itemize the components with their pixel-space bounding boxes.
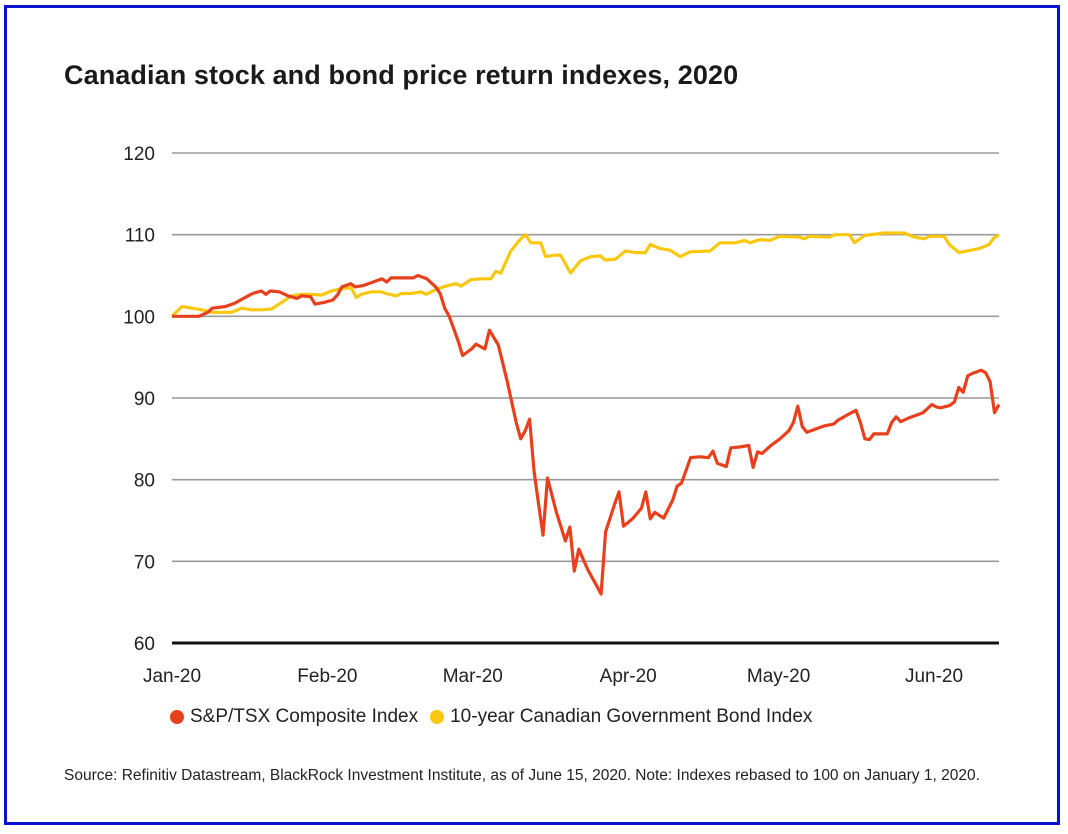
y-tick-label: 70	[134, 552, 155, 573]
legend-item-tsx: S&P/TSX Composite Index	[170, 706, 418, 728]
y-tick-label: 80	[134, 471, 155, 492]
chart-frame	[4, 5, 1060, 825]
x-axis-ticks: Jan-20 Feb-20 Mar-20 Apr-20 May-20 Jun-20	[143, 666, 963, 687]
legend-label: 10-year Canadian Government Bond Index	[450, 706, 813, 727]
source-note: Source: Refinitiv Datastream, BlackRock …	[64, 767, 980, 784]
x-tick-label: Mar-20	[443, 666, 503, 687]
legend-item-bond: 10-year Canadian Government Bond Index	[430, 706, 812, 728]
legend-label: S&P/TSX Composite Index	[190, 706, 419, 727]
x-tick-label: May-20	[747, 666, 810, 687]
series-lines	[170, 231, 1001, 596]
y-tick-label: 90	[134, 389, 155, 410]
x-tick-label: Jan-20	[143, 666, 201, 687]
x-tick-label: Jun-20	[905, 666, 963, 687]
series-line-bond	[170, 231, 1000, 318]
x-tick-label: Feb-20	[297, 666, 357, 687]
gridlines	[172, 152, 999, 645]
y-tick-label: 110	[125, 226, 155, 247]
legend-dot-yellow-icon	[430, 710, 445, 724]
y-axis-ticks: 60 70 80 90 100 110 120	[123, 144, 155, 655]
legend-dot-red-icon	[170, 710, 184, 724]
y-tick-label: 120	[123, 144, 155, 165]
series-line-tsx	[172, 273, 1001, 596]
legend: S&P/TSX Composite Index 10-year Canadian…	[170, 706, 818, 728]
x-tick-label: Apr-20	[600, 666, 657, 687]
y-tick-label: 60	[134, 634, 155, 655]
chart-title: Canadian stock and bond price return ind…	[64, 60, 739, 90]
y-tick-label: 100	[123, 307, 155, 328]
